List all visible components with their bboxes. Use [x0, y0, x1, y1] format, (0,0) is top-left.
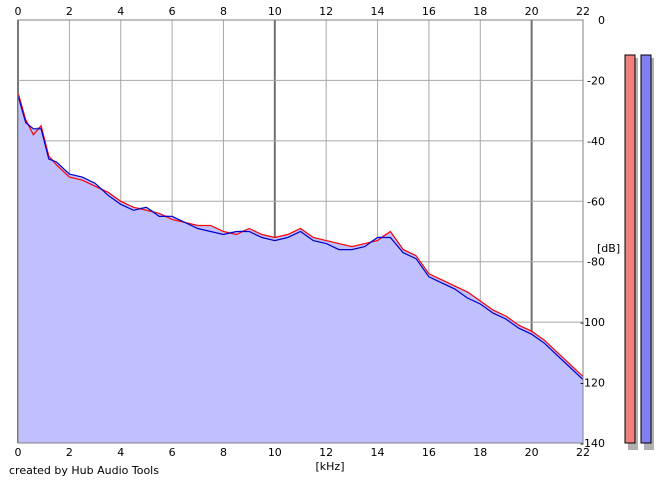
x-tick-label-bottom: 16: [422, 446, 436, 459]
spectrum-fill: [18, 92, 583, 443]
x-tick-label-bottom: 12: [319, 446, 333, 459]
x-axis-label: [kHz]: [316, 460, 345, 473]
right-channel-meter: [640, 54, 652, 444]
x-tick-label-bottom: 20: [525, 446, 539, 459]
x-tick-label-bottom: 14: [371, 446, 385, 459]
series-line-blue: [17, 95, 584, 381]
x-tick-label-top: 10: [268, 5, 282, 18]
x-tick-label-top: 0: [15, 5, 22, 18]
series-lines: [17, 92, 584, 381]
x-tick-label-bottom: 2: [66, 446, 73, 459]
x-tick-label-top: 6: [169, 5, 176, 18]
left-channel-meter: [624, 54, 636, 444]
x-tick-label-top: 16: [422, 5, 436, 18]
x-tick-label-top: 12: [319, 5, 333, 18]
x-tick-label-bottom: 6: [169, 446, 176, 459]
y-tick-label: 0: [598, 14, 605, 27]
y-tick-label: -140: [580, 437, 605, 450]
x-tick-label-bottom: 22: [576, 446, 590, 459]
x-tick-label-top: 4: [117, 5, 124, 18]
x-tick-label-top: 2: [66, 5, 73, 18]
series-line-red: [17, 92, 584, 377]
y-axis-label: [dB]: [597, 242, 620, 255]
x-tick-label-top: 22: [576, 5, 590, 18]
x-tick-label-top: 8: [220, 5, 227, 18]
y-tick-label: -40: [587, 135, 605, 148]
x-tick-label-bottom: 4: [117, 446, 124, 459]
x-tick-label-top: 14: [371, 5, 385, 18]
x-tick-label-top: 18: [473, 5, 487, 18]
x-tick-label-bottom: 0: [15, 446, 22, 459]
y-tick-label: -60: [587, 195, 605, 208]
x-tick-label-bottom: 8: [220, 446, 227, 459]
y-tick-label: -80: [587, 256, 605, 269]
y-axis-ticks: 0 -20 -40 -60 -80 -100 -120 -140: [580, 14, 605, 450]
spectrum-area: [18, 92, 583, 443]
x-tick-label-bottom: 10: [268, 446, 282, 459]
y-tick-label: -120: [580, 377, 605, 390]
y-tick-label: -100: [580, 316, 605, 329]
x-tick-label-top: 20: [525, 5, 539, 18]
plot-frame: [17, 19, 584, 444]
y-tick-label: -20: [587, 74, 605, 87]
credit-text: created by Hub Audio Tools: [9, 464, 159, 477]
level-meters: [624, 54, 654, 450]
x-axis-bottom-ticks: 0 2 4 6 8 10 12 14 16 18 20 22: [15, 446, 591, 459]
x-axis-top-ticks: 0 2 4 6 8 10 12 14 16 18 20 22: [15, 5, 591, 18]
x-tick-label-bottom: 18: [473, 446, 487, 459]
